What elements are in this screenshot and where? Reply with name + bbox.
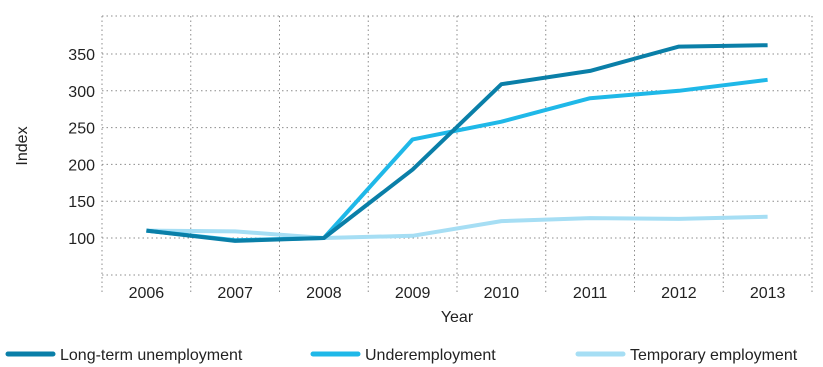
x-tick-label: 2008 <box>306 285 342 302</box>
x-tick-label: 2007 <box>217 285 253 302</box>
y-tick-label: 250 <box>68 121 95 138</box>
gridlines <box>101 15 813 292</box>
series-lines <box>146 43 768 243</box>
series-line-temporary-employment <box>146 214 768 240</box>
x-tick-label: 2011 <box>573 285 608 302</box>
legend-label: Long-term unemployment <box>60 347 243 364</box>
x-tick-label: 2009 <box>395 285 431 302</box>
y-tick-label: 100 <box>68 231 95 248</box>
y-tick-label: 150 <box>68 194 95 211</box>
x-tick-label: 2012 <box>661 285 697 302</box>
legend: Long-term unemployment Underemployment Tem… <box>5 347 798 364</box>
x-tick-label: 2013 <box>750 285 786 302</box>
legend-label: Temporary employment <box>630 347 798 364</box>
y-axis-ticks: 100 150 200 250 300 350 <box>68 47 95 248</box>
series-line-long-term-unemployment <box>146 43 768 243</box>
x-axis-ticks: 2006 2007 2008 2009 2010 2011 2012 2013 <box>129 285 786 302</box>
x-tick-label: 2006 <box>129 285 165 302</box>
x-tick-label: 2010 <box>484 285 520 302</box>
legend-item: Long-term unemployment <box>5 347 243 364</box>
y-tick-label: 200 <box>68 157 95 174</box>
legend-item: Underemployment <box>310 347 496 364</box>
y-tick-label: 300 <box>68 84 95 101</box>
x-axis-title: Year <box>441 309 474 326</box>
legend-item: Temporary employment <box>575 347 798 364</box>
y-axis-title: Index <box>14 126 31 165</box>
legend-label: Underemployment <box>365 347 496 364</box>
y-tick-label: 350 <box>68 47 95 64</box>
